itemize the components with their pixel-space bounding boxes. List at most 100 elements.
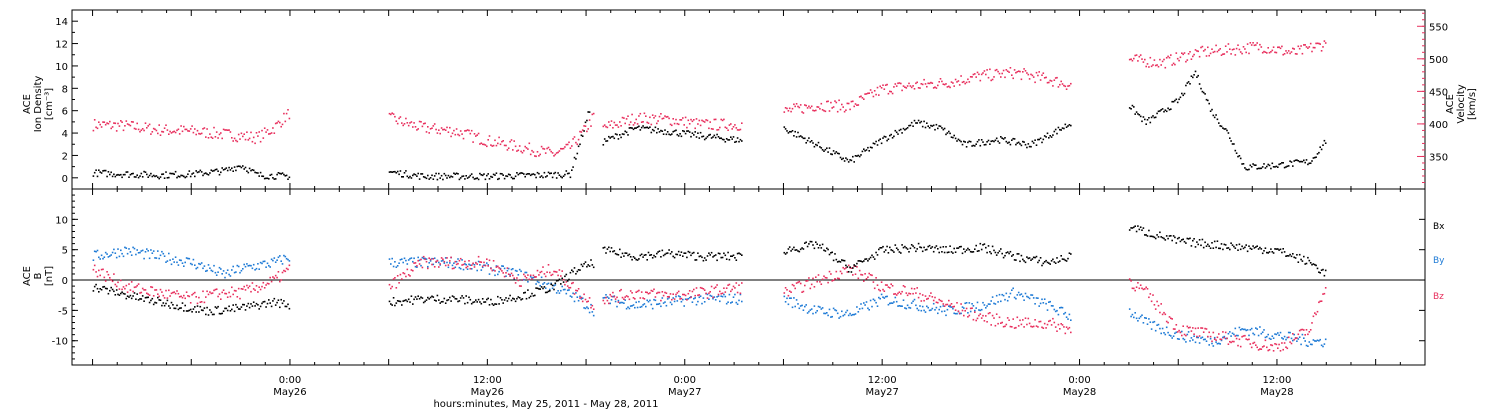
velocity-point — [1139, 54, 1142, 56]
velocity-point — [1290, 51, 1293, 53]
velocity-point — [1015, 71, 1017, 74]
velocity-point — [1133, 57, 1135, 60]
density-point — [1070, 124, 1072, 127]
by-point — [1144, 317, 1146, 319]
bz-point — [1242, 335, 1245, 337]
bz-point — [527, 274, 529, 276]
velocity-point — [176, 129, 178, 132]
bx-point — [894, 244, 897, 246]
by-point — [575, 292, 577, 294]
bz-point — [1320, 300, 1323, 302]
velocity-point — [1170, 54, 1172, 56]
bz-point — [891, 285, 894, 287]
bz-point — [465, 266, 467, 269]
bx-point — [1054, 262, 1057, 264]
bz-point — [1193, 333, 1195, 335]
velocity-point — [1248, 52, 1250, 55]
density-point — [1261, 166, 1264, 168]
density-point — [821, 149, 824, 151]
velocity-point — [900, 82, 902, 85]
bx-point — [390, 303, 392, 305]
density-point — [1278, 163, 1280, 166]
velocity-point — [276, 122, 278, 124]
bz-point — [265, 284, 267, 286]
density-point — [993, 140, 995, 143]
velocity-point — [1198, 55, 1201, 58]
density-point — [1050, 136, 1053, 138]
velocity-point — [111, 126, 114, 128]
density-point — [1034, 139, 1036, 141]
bz-point — [225, 292, 228, 295]
bx-point — [93, 285, 96, 288]
by-point — [1170, 335, 1172, 337]
bx-point — [402, 300, 404, 302]
by-point — [956, 312, 958, 315]
velocity-point — [125, 120, 128, 122]
density-point — [1183, 92, 1186, 95]
bz-point — [683, 293, 685, 296]
velocity-point — [203, 127, 206, 129]
velocity-point — [102, 121, 104, 123]
by-point — [486, 262, 488, 264]
by-point — [609, 302, 611, 305]
by-point — [1301, 333, 1304, 336]
velocity-point — [643, 112, 646, 115]
bx-point — [279, 306, 281, 309]
velocity-point — [544, 152, 547, 154]
density-point — [137, 176, 140, 179]
bx-point — [228, 305, 230, 308]
bz-point — [554, 270, 557, 273]
by-point — [209, 267, 211, 269]
velocity-point — [410, 121, 413, 123]
bx-point — [1046, 261, 1049, 264]
bx-point — [399, 300, 402, 303]
velocity-point — [152, 127, 155, 130]
velocity-point — [442, 128, 444, 131]
bx-point — [847, 271, 850, 273]
density-point — [640, 126, 643, 129]
by-point — [492, 269, 495, 271]
bx-point — [1048, 262, 1050, 264]
bx-point — [1065, 260, 1068, 262]
by-point — [1032, 297, 1035, 299]
bz-point — [841, 272, 843, 275]
density-point — [1187, 81, 1190, 83]
bx-point — [418, 297, 421, 300]
velocity-point — [1028, 78, 1031, 80]
bx-point — [1287, 255, 1290, 257]
by-point — [709, 294, 711, 297]
velocity-point — [832, 106, 835, 108]
bx-point — [521, 298, 524, 300]
bx-point — [1277, 248, 1279, 250]
bz-point — [163, 297, 166, 299]
bx-point — [446, 299, 448, 302]
bz-point — [900, 293, 902, 295]
velocity-point — [809, 107, 812, 109]
by-point — [550, 282, 552, 285]
velocity-point — [805, 104, 807, 107]
bx-point — [934, 246, 936, 249]
bx-point — [1050, 260, 1053, 262]
bx-point — [468, 296, 470, 299]
density-point — [1052, 134, 1054, 136]
density-point — [627, 134, 629, 136]
velocity-point — [115, 130, 118, 132]
bz-point — [976, 317, 979, 320]
density-point — [551, 176, 554, 179]
by-point — [269, 266, 271, 268]
bx-point — [928, 244, 931, 247]
velocity-point — [391, 112, 393, 114]
by-point — [232, 265, 234, 268]
bx-point — [130, 297, 133, 300]
velocity-point — [220, 132, 222, 134]
by-point — [662, 302, 665, 304]
density-point — [1189, 83, 1191, 85]
bz-point — [605, 296, 607, 299]
density-point — [1193, 74, 1195, 76]
bz-point — [162, 294, 165, 297]
by-point — [480, 269, 483, 271]
velocity-point — [627, 115, 629, 117]
velocity-point — [536, 151, 539, 153]
density-point — [451, 176, 454, 178]
bx-point — [616, 253, 618, 256]
